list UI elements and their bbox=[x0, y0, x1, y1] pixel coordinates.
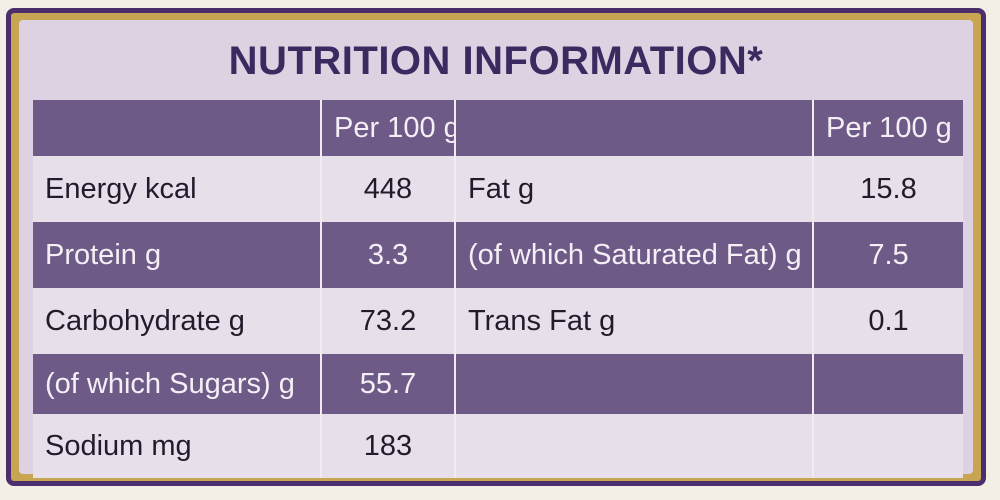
value-cell: 183 bbox=[321, 414, 456, 478]
nutrient-cell: Energy kcal bbox=[33, 156, 322, 222]
value-cell: 7.5 bbox=[813, 222, 963, 288]
table-row: Protein g 3.3 (of which Saturated Fat) g 7.… bbox=[33, 222, 963, 288]
value-cell bbox=[813, 414, 963, 478]
header-row: Per 100 g Per 100 g bbox=[33, 100, 963, 156]
header-cell: Per 100 g bbox=[321, 100, 456, 156]
value-cell: 0.1 bbox=[813, 288, 963, 354]
label-frame: NUTRITION INFORMATION* Per 100 g Per 100 … bbox=[6, 8, 986, 486]
value-cell: 448 bbox=[321, 156, 456, 222]
nutrient-cell: Protein g bbox=[33, 222, 322, 288]
label-panel: NUTRITION INFORMATION* Per 100 g Per 100 … bbox=[19, 20, 973, 478]
nutrient-cell: Trans Fat g bbox=[455, 288, 814, 354]
nutrient-cell: (of which Saturated Fat) g bbox=[455, 222, 814, 288]
value-cell: 15.8 bbox=[813, 156, 963, 222]
table-row: (of which Sugars) g 55.7 bbox=[33, 354, 963, 414]
nutrient-cell: Sodium mg bbox=[33, 414, 322, 478]
nutrient-cell: Fat g bbox=[455, 156, 814, 222]
title: NUTRITION INFORMATION* bbox=[228, 39, 764, 83]
value-cell bbox=[813, 354, 963, 414]
nutrition-table: Per 100 g Per 100 g Energy kcal 448 Fat g 15.… bbox=[33, 100, 963, 478]
header-cell bbox=[33, 100, 322, 156]
nutrient-cell: (of which Sugars) g bbox=[33, 354, 322, 414]
table-body: Per 100 g Per 100 g Energy kcal 448 Fat g 15.… bbox=[33, 100, 963, 478]
header-cell: Per 100 g bbox=[813, 100, 963, 156]
value-cell: 3.3 bbox=[321, 222, 456, 288]
table-row: Sodium mg 183 bbox=[33, 414, 963, 478]
table-row: Energy kcal 448 Fat g 15.8 bbox=[33, 156, 963, 222]
value-cell: 55.7 bbox=[321, 354, 456, 414]
header-cell bbox=[455, 100, 814, 156]
nutrient-cell bbox=[455, 354, 814, 414]
value-cell: 73.2 bbox=[321, 288, 456, 354]
nutrient-cell: Carbohydrate g bbox=[33, 288, 322, 354]
nutrient-cell bbox=[455, 414, 814, 478]
table-row: Carbohydrate g 73.2 Trans Fat g 0.1 bbox=[33, 288, 963, 354]
